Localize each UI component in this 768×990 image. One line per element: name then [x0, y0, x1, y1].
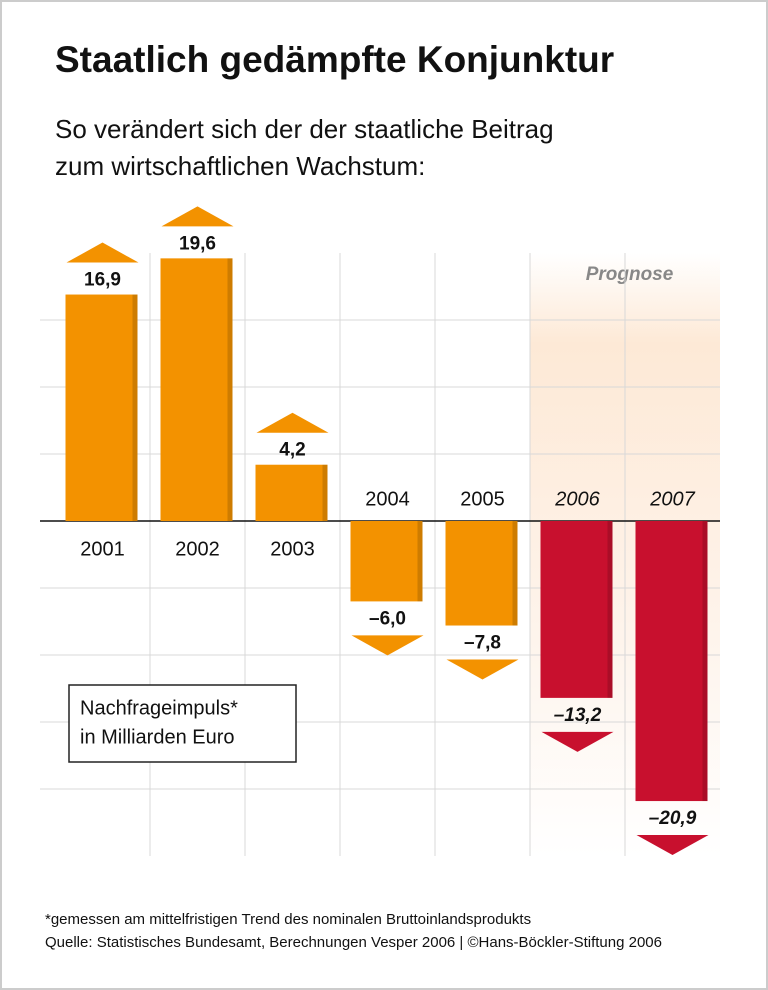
value-label: 19,6	[179, 233, 216, 254]
bar	[635, 521, 708, 802]
bar	[160, 258, 233, 521]
footnote: *gemessen am mittelfristigen Trend des n…	[45, 911, 531, 928]
arrow	[256, 412, 329, 433]
x-tick-label: 2006	[554, 488, 600, 510]
arrow	[351, 635, 424, 656]
value-label: 4,2	[279, 440, 305, 461]
x-tick-label: 2001	[80, 538, 125, 560]
source: Quelle: Statistisches Bundesamt, Berechn…	[45, 934, 662, 951]
chart-title: Staatlich gedämpfte Konjunktur	[55, 39, 614, 80]
bar	[350, 521, 423, 602]
bar-edge	[322, 464, 328, 521]
value-label: –7,8	[464, 633, 501, 654]
subtitle: zum wirtschaftlichen Wachstum:	[55, 151, 425, 181]
arrow	[636, 835, 709, 856]
bar-edge	[132, 294, 138, 521]
legend-text: in Milliarden Euro	[80, 726, 235, 748]
subtitle: So verändert sich der der staatliche Bei…	[55, 114, 554, 144]
arrow	[66, 242, 139, 263]
x-tick-label: 2004	[365, 488, 410, 510]
value-label: –6,0	[369, 608, 406, 629]
bar-edge	[227, 258, 233, 521]
bar-edge	[607, 521, 613, 698]
value-label: –20,9	[649, 808, 697, 829]
bar-edge	[417, 521, 423, 602]
legend-box	[68, 684, 297, 763]
x-tick-label: 2007	[649, 488, 695, 510]
bar-edge	[512, 521, 518, 626]
x-tick-label: 2005	[460, 488, 505, 510]
x-tick-label: 2003	[270, 538, 315, 560]
bar	[255, 464, 328, 521]
value-label: –13,2	[554, 705, 602, 726]
x-tick-label: 2002	[175, 538, 220, 560]
arrow	[541, 731, 614, 752]
bar	[540, 521, 613, 698]
value-label: 16,9	[84, 270, 121, 291]
bar-edge	[702, 521, 708, 802]
legend-text: Nachfrageimpuls*	[80, 697, 238, 719]
annotation: Prognose	[586, 264, 674, 285]
arrow	[446, 659, 519, 680]
bar	[65, 294, 138, 521]
arrow	[161, 206, 234, 227]
bar	[445, 521, 518, 626]
